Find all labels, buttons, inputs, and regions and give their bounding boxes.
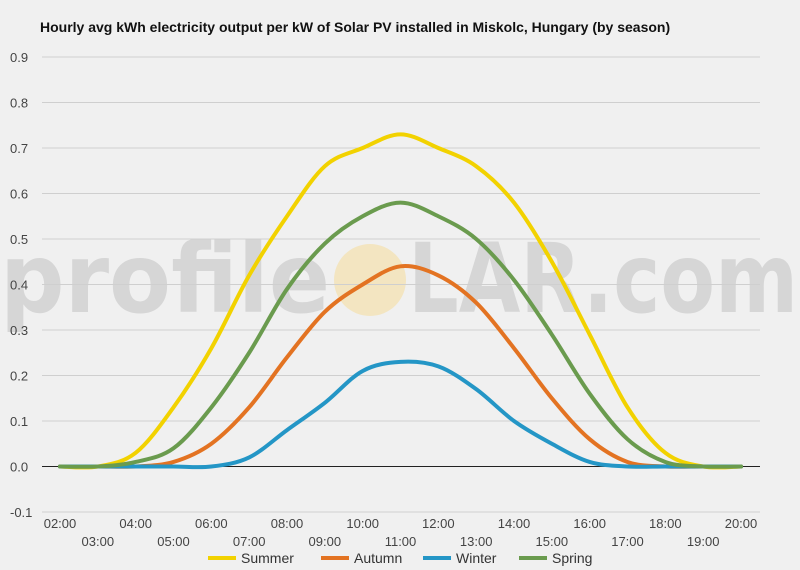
legend-swatch-summer bbox=[208, 556, 236, 560]
y-axis: -0.1 0.0 0.1 0.2 0.3 0.4 0.5 0.6 0.7 0.8 0.9 bbox=[10, 50, 32, 520]
series-line-winter bbox=[58, 359, 743, 470]
legend-label-autumn: Autumn bbox=[354, 550, 402, 566]
legend-label-winter: Winter bbox=[456, 550, 497, 566]
watermark-text-right: LAR.com bbox=[408, 223, 798, 335]
legend-swatch-autumn bbox=[321, 556, 349, 560]
x-tick-label: 17:00 bbox=[611, 534, 644, 549]
x-tick-label: 02:00 bbox=[44, 516, 77, 531]
x-tick-label: 14:00 bbox=[498, 516, 531, 531]
x-tick-label: 07:00 bbox=[233, 534, 266, 549]
y-tick-label: 0.3 bbox=[10, 323, 28, 338]
y-tick-label: 0.2 bbox=[10, 369, 28, 384]
x-tick-label: 03:00 bbox=[82, 534, 115, 549]
watermark: profile LAR.com bbox=[0, 223, 798, 335]
x-tick-label: 05:00 bbox=[157, 534, 190, 549]
legend: Summer Autumn Winter Spring bbox=[208, 550, 592, 566]
y-tick-label: -0.1 bbox=[10, 505, 32, 520]
y-tick-label: 0.9 bbox=[10, 50, 28, 65]
x-tick-label: 13:00 bbox=[460, 534, 493, 549]
x-tick-label: 11:00 bbox=[385, 534, 417, 549]
x-tick-label: 06:00 bbox=[195, 516, 228, 531]
x-tick-label: 08:00 bbox=[271, 516, 304, 531]
x-tick-label: 10:00 bbox=[346, 516, 379, 531]
x-axis: 02:00 04:00 06:00 08:00 10:00 12:00 14:00 16:00… bbox=[44, 516, 758, 549]
y-tick-label: 0.5 bbox=[10, 232, 28, 247]
x-tick-label: 18:00 bbox=[649, 516, 682, 531]
legend-label-spring: Spring bbox=[552, 550, 592, 566]
x-tick-label: 09:00 bbox=[309, 534, 342, 549]
legend-swatch-spring bbox=[519, 556, 547, 560]
series-line-summer bbox=[58, 132, 743, 470]
watermark-text-left: profile bbox=[0, 223, 330, 335]
y-tick-label: 0.6 bbox=[10, 187, 28, 202]
series-line-spring bbox=[58, 200, 743, 469]
legend-swatch-winter bbox=[423, 556, 451, 560]
y-tick-label: 0.4 bbox=[10, 278, 28, 293]
series-lines bbox=[58, 132, 743, 470]
y-tick-label: 0.7 bbox=[10, 141, 28, 156]
x-tick-label: 19:00 bbox=[687, 534, 720, 549]
x-tick-label: 20:00 bbox=[725, 516, 758, 531]
legend-label-summer: Summer bbox=[241, 550, 294, 566]
x-tick-label: 04:00 bbox=[119, 516, 152, 531]
y-tick-label: 0.0 bbox=[10, 460, 28, 475]
x-tick-label: 15:00 bbox=[536, 534, 569, 549]
x-tick-label: 12:00 bbox=[422, 516, 455, 531]
x-tick-label: 16:00 bbox=[573, 516, 606, 531]
series-line-autumn bbox=[58, 264, 743, 469]
y-tick-label: 0.8 bbox=[10, 96, 28, 111]
chart-title: Hourly avg kWh electricity output per kW… bbox=[40, 19, 671, 35]
grid bbox=[42, 56, 760, 513]
y-tick-label: 0.1 bbox=[10, 414, 28, 429]
